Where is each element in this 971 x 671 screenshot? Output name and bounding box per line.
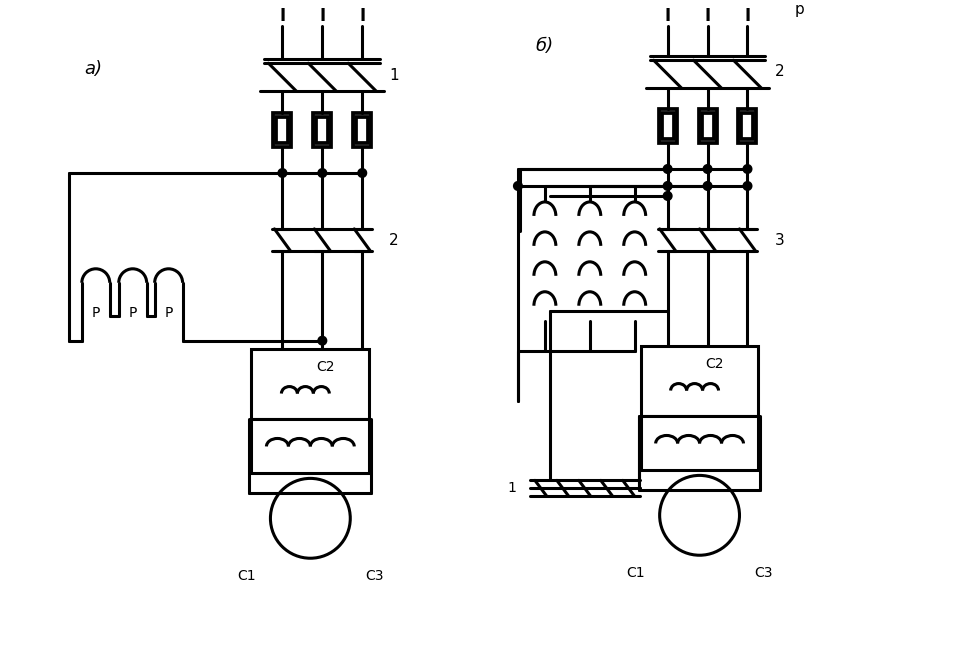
Circle shape (659, 475, 740, 555)
Circle shape (515, 183, 521, 189)
Text: б): б) (536, 38, 553, 55)
Text: C1: C1 (626, 566, 645, 580)
Text: 1: 1 (508, 481, 517, 495)
Text: 2: 2 (775, 64, 785, 79)
Text: I: I (664, 7, 671, 25)
Bar (277, 117, 288, 143)
Text: I: I (359, 7, 365, 25)
Circle shape (664, 166, 671, 172)
Text: I: I (280, 7, 285, 25)
Bar (251, 419, 369, 474)
Circle shape (704, 183, 711, 189)
Bar (739, 109, 756, 143)
Text: C3: C3 (754, 566, 773, 580)
Circle shape (318, 170, 326, 176)
Circle shape (664, 183, 671, 189)
Text: I: I (705, 7, 711, 25)
Circle shape (358, 170, 366, 176)
Bar (641, 415, 758, 470)
Text: P: P (128, 306, 137, 319)
Text: 1: 1 (389, 68, 399, 83)
Circle shape (704, 166, 711, 172)
Bar (356, 117, 368, 143)
Text: P: P (164, 306, 173, 319)
Bar (314, 113, 331, 147)
Bar (658, 109, 677, 143)
Bar (251, 349, 369, 419)
Text: C3: C3 (365, 569, 384, 583)
Circle shape (744, 166, 751, 172)
Bar (317, 117, 328, 143)
Text: р: р (794, 2, 804, 17)
Bar (702, 113, 714, 139)
Circle shape (279, 170, 285, 176)
Circle shape (271, 478, 351, 558)
Circle shape (664, 193, 671, 199)
Text: C2: C2 (705, 356, 723, 370)
Text: I: I (745, 7, 751, 25)
Bar (641, 346, 758, 415)
Text: C2: C2 (317, 360, 335, 374)
Circle shape (318, 337, 326, 344)
Text: 2: 2 (389, 234, 399, 248)
Bar (742, 113, 753, 139)
Bar (274, 113, 291, 147)
Circle shape (744, 183, 751, 189)
Bar (698, 109, 717, 143)
Bar (661, 113, 674, 139)
Bar (353, 113, 371, 147)
Text: 3: 3 (775, 234, 785, 248)
Text: I: I (319, 7, 325, 25)
Text: C1: C1 (237, 569, 255, 583)
Text: а): а) (84, 60, 102, 79)
Text: P: P (91, 306, 100, 319)
